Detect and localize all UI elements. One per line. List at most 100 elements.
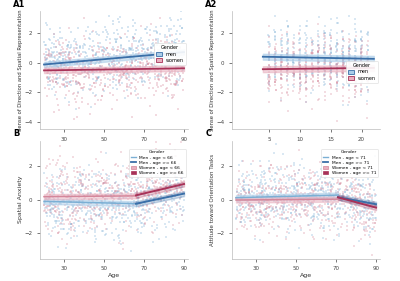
Point bbox=[321, 196, 327, 200]
Point bbox=[333, 62, 340, 66]
Point bbox=[143, 51, 150, 55]
Point bbox=[72, 200, 79, 204]
Point bbox=[335, 227, 341, 232]
Point bbox=[259, 199, 266, 203]
Point bbox=[117, 219, 124, 224]
Point bbox=[115, 164, 121, 168]
Point bbox=[357, 183, 363, 188]
Point bbox=[284, 40, 290, 44]
Point bbox=[154, 73, 161, 78]
Point bbox=[134, 198, 141, 202]
Point bbox=[271, 177, 277, 182]
Point bbox=[139, 46, 146, 51]
Point bbox=[319, 169, 325, 173]
Point bbox=[76, 81, 82, 85]
Point bbox=[98, 202, 105, 207]
Point bbox=[154, 83, 160, 87]
Point bbox=[340, 67, 346, 71]
Point bbox=[100, 209, 106, 213]
Point bbox=[298, 227, 304, 232]
Point bbox=[100, 205, 106, 209]
Point bbox=[294, 203, 300, 207]
Point bbox=[43, 66, 49, 71]
Point bbox=[47, 79, 54, 83]
Point bbox=[336, 182, 342, 186]
Point bbox=[335, 180, 342, 184]
Point bbox=[268, 206, 275, 210]
Point bbox=[162, 45, 168, 50]
Point bbox=[127, 53, 134, 58]
Point bbox=[278, 62, 284, 67]
Point bbox=[358, 29, 365, 33]
Point bbox=[292, 210, 298, 214]
Point bbox=[364, 62, 370, 66]
Point bbox=[66, 65, 72, 70]
Point bbox=[234, 196, 240, 200]
Point bbox=[142, 96, 148, 100]
Point bbox=[310, 214, 316, 218]
Point bbox=[284, 76, 291, 81]
Point bbox=[69, 221, 75, 226]
Point bbox=[340, 60, 347, 65]
Point bbox=[247, 178, 254, 183]
Point bbox=[146, 177, 152, 182]
Point bbox=[352, 182, 359, 187]
Point bbox=[370, 216, 377, 220]
Point bbox=[58, 51, 64, 56]
Point bbox=[163, 48, 169, 53]
Point bbox=[104, 173, 110, 177]
Point bbox=[266, 64, 273, 69]
Point bbox=[303, 183, 310, 187]
Point bbox=[164, 86, 170, 91]
Point bbox=[104, 72, 110, 76]
Point bbox=[177, 184, 184, 189]
Point bbox=[82, 70, 88, 75]
Point bbox=[322, 51, 328, 55]
Point bbox=[176, 169, 182, 173]
Point bbox=[333, 49, 340, 54]
Point bbox=[140, 190, 147, 194]
Point bbox=[328, 69, 334, 74]
Point bbox=[83, 212, 90, 217]
Point bbox=[266, 50, 272, 55]
Point bbox=[321, 72, 327, 76]
Point bbox=[110, 205, 117, 210]
Point bbox=[297, 76, 303, 81]
Point bbox=[102, 84, 108, 88]
Point bbox=[244, 226, 250, 231]
Point bbox=[358, 47, 364, 51]
Point bbox=[266, 56, 272, 61]
Point bbox=[241, 207, 248, 212]
Point bbox=[41, 203, 47, 207]
Point bbox=[52, 187, 58, 192]
Point bbox=[148, 211, 155, 216]
Point bbox=[92, 93, 98, 98]
Point bbox=[358, 70, 365, 74]
Point bbox=[290, 185, 297, 190]
Point bbox=[338, 202, 345, 206]
Point bbox=[130, 201, 137, 205]
Point bbox=[177, 182, 184, 186]
Point bbox=[356, 212, 363, 217]
Point bbox=[266, 100, 272, 104]
Point bbox=[140, 185, 146, 189]
Point bbox=[162, 40, 168, 44]
Point bbox=[50, 158, 56, 162]
Point bbox=[168, 61, 174, 65]
Point bbox=[127, 57, 134, 61]
Point bbox=[126, 167, 132, 172]
Point bbox=[367, 216, 374, 221]
Point bbox=[48, 68, 54, 73]
Point bbox=[326, 194, 332, 199]
Point bbox=[296, 73, 303, 78]
Point bbox=[304, 73, 310, 78]
Point bbox=[106, 174, 112, 178]
Point bbox=[93, 51, 100, 56]
Point bbox=[306, 191, 313, 196]
Point bbox=[240, 205, 246, 209]
Point bbox=[110, 202, 116, 207]
Point bbox=[321, 73, 327, 78]
Point bbox=[65, 45, 71, 50]
Point bbox=[303, 195, 309, 199]
Point bbox=[118, 186, 124, 191]
